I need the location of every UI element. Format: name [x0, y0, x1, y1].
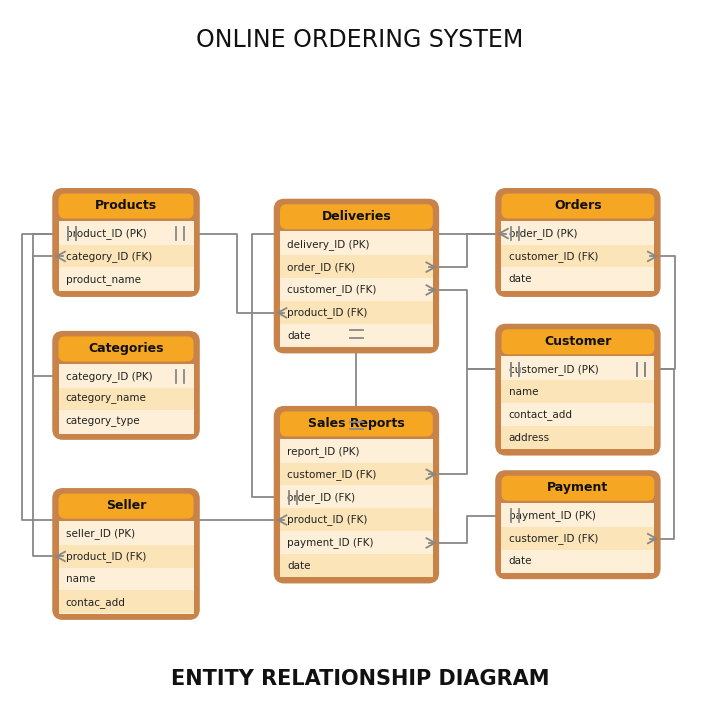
Text: customer_ID (FK): customer_ID (FK)	[508, 533, 598, 544]
Text: date: date	[287, 330, 310, 341]
Bar	[501, 426, 654, 449]
Text: customer_ID (FK): customer_ID (FK)	[287, 284, 377, 295]
Text: order_ID (FK): order_ID (FK)	[287, 261, 355, 273]
Text: date: date	[508, 557, 532, 567]
Bar	[280, 508, 433, 531]
Text: product_ID (FK): product_ID (FK)	[287, 307, 367, 318]
FancyBboxPatch shape	[497, 472, 660, 578]
Text: category_name: category_name	[66, 394, 147, 405]
Bar	[58, 221, 194, 291]
FancyBboxPatch shape	[497, 189, 660, 296]
FancyBboxPatch shape	[58, 494, 194, 518]
Text: Deliveries: Deliveries	[322, 210, 391, 223]
Bar	[280, 462, 433, 485]
Bar	[280, 554, 433, 577]
Text: ONLINE ORDERING SYSTEM: ONLINE ORDERING SYSTEM	[197, 28, 523, 52]
Bar	[501, 356, 654, 449]
Text: seller_ID (PK): seller_ID (PK)	[66, 528, 135, 539]
Text: order_ID (PK): order_ID (PK)	[508, 228, 577, 239]
FancyBboxPatch shape	[53, 332, 199, 438]
Text: ENTITY RELATIONSHIP DIAGRAM: ENTITY RELATIONSHIP DIAGRAM	[171, 669, 549, 688]
Bar	[58, 387, 194, 410]
Text: name: name	[66, 575, 95, 585]
Bar	[58, 545, 194, 567]
Text: date: date	[287, 561, 310, 571]
FancyBboxPatch shape	[275, 407, 438, 582]
Text: product_name: product_name	[66, 274, 140, 284]
Bar	[58, 590, 194, 613]
FancyBboxPatch shape	[501, 194, 654, 219]
Text: Categories: Categories	[89, 342, 163, 355]
Text: category_ID (FK): category_ID (FK)	[66, 251, 152, 262]
Text: delivery_ID (PK): delivery_ID (PK)	[287, 239, 369, 250]
Text: contac_add: contac_add	[66, 597, 125, 608]
FancyBboxPatch shape	[58, 336, 194, 361]
Bar	[280, 438, 433, 577]
FancyBboxPatch shape	[280, 204, 433, 229]
Text: Payment: Payment	[547, 482, 608, 495]
Bar	[280, 231, 433, 347]
Bar	[501, 380, 654, 403]
FancyBboxPatch shape	[53, 189, 199, 296]
FancyBboxPatch shape	[280, 411, 433, 436]
Text: category_type: category_type	[66, 417, 140, 428]
Text: order_ID (FK): order_ID (FK)	[287, 492, 355, 503]
Text: Sales Reports: Sales Reports	[308, 417, 405, 430]
Text: Orders: Orders	[554, 199, 602, 212]
Text: product_ID (PK): product_ID (PK)	[66, 228, 146, 239]
Text: payment_ID (FK): payment_ID (FK)	[287, 537, 374, 549]
Text: category_ID (PK): category_ID (PK)	[66, 371, 152, 382]
FancyBboxPatch shape	[53, 490, 199, 618]
Bar	[501, 221, 654, 291]
FancyBboxPatch shape	[275, 200, 438, 352]
Bar	[58, 364, 194, 433]
FancyBboxPatch shape	[501, 476, 654, 500]
FancyBboxPatch shape	[58, 194, 194, 219]
Text: customer_ID (FK): customer_ID (FK)	[508, 251, 598, 262]
Text: address: address	[508, 433, 550, 443]
Bar	[58, 521, 194, 613]
Text: report_ID (PK): report_ID (PK)	[287, 446, 359, 457]
Bar	[501, 503, 654, 573]
FancyBboxPatch shape	[501, 329, 654, 354]
Text: customer_ID (PK): customer_ID (PK)	[508, 364, 598, 374]
Text: product_ID (FK): product_ID (FK)	[66, 551, 146, 562]
Text: Seller: Seller	[106, 499, 146, 512]
Bar	[501, 527, 654, 549]
Bar	[280, 301, 433, 324]
Text: Customer: Customer	[544, 335, 611, 348]
Bar	[280, 256, 433, 278]
Text: payment_ID (PK): payment_ID (PK)	[508, 510, 595, 521]
Bar	[501, 245, 654, 267]
Bar	[58, 245, 194, 267]
Text: date: date	[508, 274, 532, 284]
Text: name: name	[508, 387, 538, 397]
Text: product_ID (FK): product_ID (FK)	[287, 515, 367, 526]
Text: Products: Products	[95, 199, 157, 212]
FancyBboxPatch shape	[497, 325, 660, 454]
Text: customer_ID (FK): customer_ID (FK)	[287, 469, 377, 480]
Text: contact_add: contact_add	[508, 410, 572, 420]
